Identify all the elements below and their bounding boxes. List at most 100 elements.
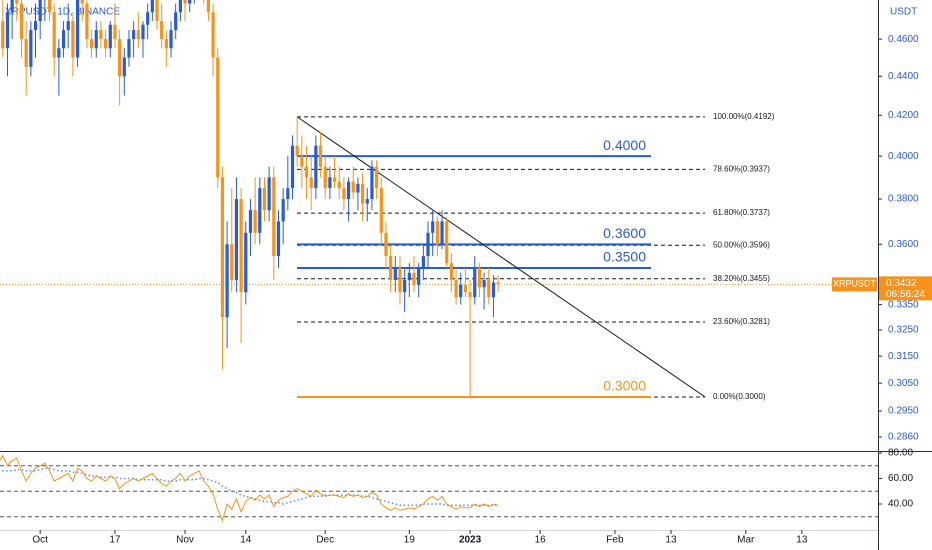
- rsi-line: [0, 454, 499, 523]
- candle-body: [421, 256, 425, 268]
- candle-body: [234, 199, 239, 280]
- fib-label: 0.00%(0.3000): [713, 392, 766, 401]
- candle-body: [389, 256, 393, 280]
- candle-body: [435, 221, 439, 245]
- candle-body: [89, 39, 94, 49]
- candle-body: [393, 267, 397, 280]
- candle-body: [5, 12, 10, 49]
- candle-body: [61, 30, 66, 49]
- chart-title: XRPUSDT, 1D, BINANCE: [5, 7, 120, 18]
- candle-body: [426, 232, 430, 257]
- level-label: 0.4000: [603, 137, 646, 153]
- candle-body: [482, 279, 486, 288]
- candle-body: [318, 145, 323, 167]
- candle-body: [445, 221, 449, 264]
- candle-body: [75, 0, 80, 58]
- rsi-y-tick-label: 60.00: [888, 473, 913, 484]
- candle-body: [85, 3, 89, 40]
- x-tick-label: Feb: [606, 535, 624, 546]
- x-tick-label: 13: [665, 535, 677, 546]
- candle-body: [164, 39, 168, 49]
- candle-body: [230, 244, 234, 280]
- y-tick-label: 0.4200: [888, 110, 919, 121]
- y-tick-label: 0.2860: [888, 432, 919, 443]
- candle-body: [225, 244, 229, 318]
- candle-body: [370, 166, 374, 200]
- candle-body: [407, 272, 411, 280]
- candle-body: [262, 188, 267, 211]
- candle-body: [295, 145, 299, 157]
- candle-body: [188, 0, 192, 4]
- candle-body: [346, 181, 351, 200]
- candle-body: [304, 166, 309, 178]
- candle-body: [239, 199, 243, 293]
- candle-body: [155, 0, 159, 22]
- candle-body: [122, 57, 126, 77]
- candle-body: [38, 0, 42, 22]
- x-tick-label: 2023: [459, 535, 482, 546]
- fib-label: 78.60%(0.3937): [713, 165, 770, 174]
- candle-body: [459, 284, 463, 298]
- y-tick-label: 0.3150: [888, 351, 919, 362]
- candle-body: [286, 188, 290, 200]
- level-label: 0.3600: [603, 225, 646, 241]
- candle-body: [71, 21, 75, 58]
- candle-body: [253, 210, 257, 233]
- candle-body: [473, 267, 477, 298]
- candle-body: [314, 145, 318, 189]
- candle-body: [104, 39, 108, 49]
- x-tick-label: 14: [240, 535, 252, 546]
- fib-label: 50.00%(0.3596): [713, 240, 770, 249]
- y-tick-label: 0.4400: [888, 71, 919, 82]
- candle-body: [183, 0, 187, 4]
- candle-body: [417, 267, 421, 285]
- candle-body: [267, 177, 271, 211]
- x-tick-label: 13: [796, 535, 808, 546]
- unit-label: USDT: [890, 7, 917, 18]
- candle-body: [244, 232, 248, 293]
- x-tick-label: 17: [109, 535, 121, 546]
- candle-body: [216, 57, 220, 178]
- symbol-label: XRPUSDT: [833, 279, 877, 289]
- x-tick-label: Mar: [737, 535, 755, 546]
- candle-body: [174, 12, 178, 31]
- x-tick-label: 19: [404, 535, 416, 546]
- x-tick-label: Nov: [176, 535, 194, 546]
- candle-body: [300, 156, 304, 167]
- candle-body: [29, 30, 33, 67]
- candle-body: [379, 188, 383, 233]
- candle-body: [356, 183, 360, 193]
- rsi-y-tick-label: 80.00: [888, 448, 913, 459]
- candle-body: [431, 221, 435, 233]
- fib-label: 38.20%(0.3455): [713, 274, 770, 283]
- candle-body: [132, 30, 136, 40]
- candle-body: [272, 177, 276, 257]
- candle-body: [440, 221, 444, 245]
- candle-body: [496, 282, 500, 285]
- y-tick-label: 0.3350: [888, 299, 919, 310]
- candle-body: [332, 177, 337, 182]
- symbol-badge: [832, 277, 877, 292]
- candle-body: [118, 39, 122, 77]
- candle-body: [328, 177, 332, 189]
- candle-body: [15, 0, 19, 4]
- candle-body: [276, 221, 281, 257]
- candle-body: [113, 24, 117, 40]
- candle-body: [248, 210, 253, 233]
- candle-body: [361, 183, 365, 204]
- fib-label: 100.00%(0.4192): [713, 112, 775, 121]
- rsi-ma-line: [0, 467, 499, 507]
- candle-body: [258, 188, 262, 233]
- y-tick-label: 0.3250: [888, 325, 919, 336]
- candle-body: [141, 24, 145, 40]
- candle-body: [10, 0, 14, 13]
- candle-body: [1, 21, 5, 49]
- candle-body: [290, 145, 295, 189]
- candle-body: [150, 0, 154, 13]
- price-badge: [879, 276, 932, 301]
- level-label: 0.3500: [603, 249, 646, 265]
- candle-body: [323, 166, 327, 189]
- fib-label: 61.80%(0.3737): [713, 208, 770, 217]
- candle-body: [365, 199, 369, 204]
